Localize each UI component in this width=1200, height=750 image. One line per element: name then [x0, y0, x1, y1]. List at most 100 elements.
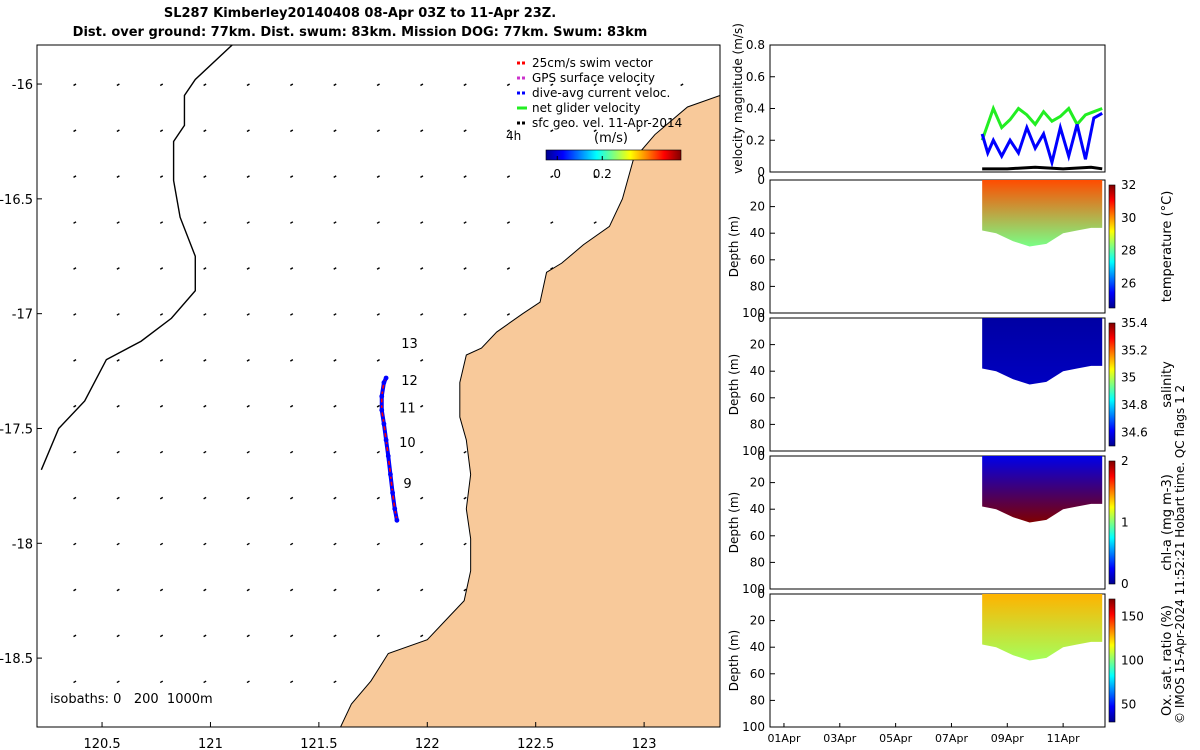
- depth-tick-label: 0: [757, 449, 765, 463]
- sfc-vel-arrow: [203, 83, 207, 87]
- depth-tick-label: 60: [750, 253, 765, 267]
- legend-label: GPS surface velocity: [532, 71, 655, 85]
- sfc-vel-arrow: [333, 358, 337, 362]
- sfc-vel-arrow: [376, 450, 380, 454]
- date-tick-label: 05Apr: [879, 732, 913, 745]
- colorbar-tick-label: 1: [1121, 516, 1129, 530]
- depth-tick-label: 40: [750, 226, 765, 240]
- velocity-y-tick-label: 0: [757, 165, 765, 179]
- depth-tick-label: 40: [750, 640, 765, 654]
- sfc-vel-arrow: [376, 129, 380, 133]
- colorbar-tick-label: 35.2: [1121, 343, 1148, 357]
- footer-side-text: © IMOS 15-Apr-2024 11:52:21 Hobart time.…: [1173, 385, 1187, 724]
- sfc-vel-arrow: [159, 313, 164, 316]
- sfc-vel-arrow: [550, 221, 554, 224]
- sfc-vel-arrow: [116, 83, 120, 87]
- sfc-vel-arrow: [159, 680, 164, 684]
- map-x-tick-label: 122.5: [517, 737, 554, 750]
- sfc-vel-arrow: [420, 404, 424, 408]
- sfc-vel-arrow: [420, 221, 424, 224]
- sfc-vel-arrow: [289, 634, 294, 638]
- sfc-vel-arrow: [203, 542, 207, 546]
- sfc-vel-arrow: [116, 129, 120, 133]
- track-point: [388, 472, 393, 477]
- track-point: [394, 517, 400, 523]
- sfc-vel-arrow: [593, 129, 597, 133]
- sfc-vel-arrow: [289, 313, 294, 316]
- map-colorbar: [545, 149, 682, 161]
- sfc-vel-arrow: [289, 83, 294, 87]
- sfc-vel-arrow: [289, 450, 294, 454]
- sfc-vel-arrow: [159, 267, 164, 270]
- colorbar-tick-label: 0: [553, 167, 561, 181]
- map-y-tick-label: -16.5: [0, 193, 33, 208]
- legend-label: 25cm/s swim vector: [532, 56, 653, 70]
- sfc-vel-arrow: [159, 129, 164, 133]
- track-point: [381, 380, 387, 385]
- sfc-vel-arrow: [506, 313, 511, 316]
- velocity-y-tick-label: 0.8: [746, 38, 765, 52]
- sfc-vel-arrow: [506, 175, 511, 178]
- sfc-vel-arrow: [73, 542, 77, 546]
- land-polygon: [340, 45, 720, 727]
- velocity-y-tick-label: 0.6: [746, 70, 765, 84]
- sfc-vel-arrow: [73, 358, 77, 362]
- sfc-vel-arrow: [116, 634, 120, 638]
- sfc-vel-arrow: [420, 313, 424, 316]
- sfc-vel-arrow: [420, 634, 424, 638]
- legend-label: sfc geo. vel. 11-Apr-2014: [532, 116, 682, 130]
- sfc-vel-arrow: [203, 404, 207, 408]
- sfc-vel-arrow: [159, 175, 164, 178]
- sfc-vel-arrow: [159, 496, 164, 500]
- sfc-vel-arrow: [376, 634, 380, 638]
- sfc-vel-arrow: [333, 313, 337, 316]
- sfc-vel-arrow: [203, 496, 207, 500]
- sfc-vel-arrow: [550, 267, 554, 270]
- sfc-vel-arrow: [593, 175, 597, 178]
- legend-label: net glider velocity: [532, 101, 640, 115]
- sfc-vel-arrow: [420, 450, 424, 454]
- sfc-vel-arrow: [289, 496, 294, 500]
- sfc-vel-arrow: [246, 267, 250, 270]
- depth-tick-label: 60: [750, 529, 765, 543]
- chart-title-line2: Dist. over ground: 77km. Dist. swum: 83k…: [72, 25, 648, 40]
- depth-tick-label: 60: [750, 391, 765, 405]
- sfc-vel-arrow: [420, 83, 424, 87]
- sfc-vel-arrow: [420, 129, 424, 133]
- sfc-vel-arrow: [116, 496, 120, 500]
- sfc-vel-arrow: [333, 175, 337, 178]
- sfc-vel-arrow: [420, 358, 424, 362]
- velocity-series-line: [980, 111, 1103, 169]
- sfc-vel-arrow: [376, 83, 380, 87]
- colorbar-tick-label: 35: [1121, 371, 1136, 385]
- sfc-vel-arrow: [116, 680, 120, 684]
- chart-title-line1: SL287 Kimberley20140408 08-Apr 03Z to 11…: [163, 6, 557, 21]
- sfc-vel-arrow: [506, 267, 511, 270]
- sfc-vel-arrow: [636, 83, 641, 87]
- map-x-tick-label: 121: [198, 737, 223, 750]
- sfc-vel-arrow: [550, 175, 554, 178]
- sfc-vel-arrow: [73, 588, 77, 592]
- depth-tick-label: 20: [750, 200, 765, 214]
- section-fill: [982, 180, 1103, 247]
- day-label: 11: [399, 401, 416, 416]
- sfc-vel-arrow: [159, 542, 164, 546]
- track-point: [383, 437, 389, 443]
- depth-tick-label: 20: [750, 338, 765, 352]
- sfc-vel-arrow: [333, 404, 337, 408]
- sfc-vel-arrow: [203, 175, 207, 178]
- colorbar-tick-label: 0: [1121, 577, 1129, 591]
- velocity-y-tick-label: 0.2: [746, 133, 765, 147]
- sfc-vel-arrow: [73, 83, 77, 87]
- sfc-vel-arrow: [463, 83, 467, 87]
- sfc-vel-arrow: [463, 313, 467, 316]
- sfc-vel-arrow: [289, 358, 294, 362]
- sfc-vel-arrow: [116, 175, 120, 178]
- map-frame: [36, 44, 721, 728]
- sfc-vel-arrow: [116, 588, 120, 592]
- depth-ylabel: Depth (m): [727, 492, 741, 553]
- depth-tick-label: 0: [757, 587, 765, 601]
- map-x-tick-label: 123: [632, 737, 657, 750]
